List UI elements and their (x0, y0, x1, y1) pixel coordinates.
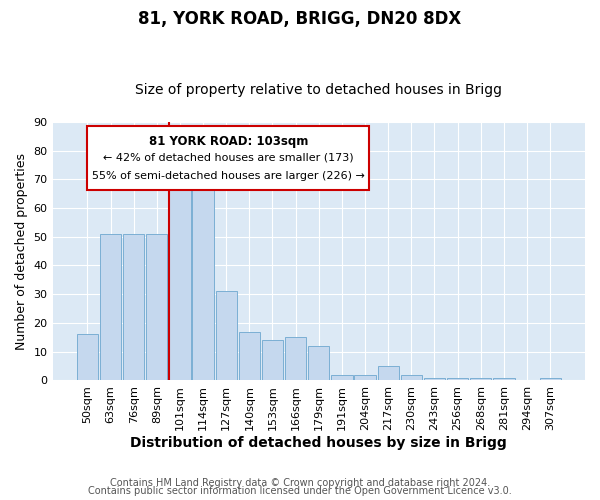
Bar (447, 378, 468, 380)
Y-axis label: Number of detached properties: Number of detached properties (15, 152, 28, 350)
Bar (377, 366, 399, 380)
Bar (262, 340, 283, 380)
X-axis label: Distribution of detached houses by size in Brigg: Distribution of detached houses by size … (130, 436, 507, 450)
Bar (193, 185, 214, 380)
Bar (146, 234, 167, 380)
Title: Size of property relative to detached houses in Brigg: Size of property relative to detached ho… (135, 83, 502, 97)
Text: 81 YORK ROAD: 103sqm: 81 YORK ROAD: 103sqm (149, 134, 308, 147)
Text: 81, YORK ROAD, BRIGG, DN20 8DX: 81, YORK ROAD, BRIGG, DN20 8DX (139, 10, 461, 28)
Text: Contains HM Land Registry data © Crown copyright and database right 2024.: Contains HM Land Registry data © Crown c… (110, 478, 490, 488)
Text: ← 42% of detached houses are smaller (173): ← 42% of detached houses are smaller (17… (103, 153, 353, 163)
Bar (355, 374, 376, 380)
Bar (331, 374, 353, 380)
Bar (493, 378, 515, 380)
FancyBboxPatch shape (87, 126, 370, 190)
Bar (470, 378, 491, 380)
Bar (100, 234, 121, 380)
Bar (77, 334, 98, 380)
Bar (308, 346, 329, 380)
Bar (215, 292, 237, 380)
Bar (401, 374, 422, 380)
Bar (424, 378, 445, 380)
Text: 55% of semi-detached houses are larger (226) →: 55% of semi-detached houses are larger (… (92, 171, 365, 181)
Text: Contains public sector information licensed under the Open Government Licence v3: Contains public sector information licen… (88, 486, 512, 496)
Bar (169, 170, 191, 380)
Bar (123, 234, 145, 380)
Bar (239, 332, 260, 380)
Bar (285, 338, 306, 380)
Bar (539, 378, 561, 380)
